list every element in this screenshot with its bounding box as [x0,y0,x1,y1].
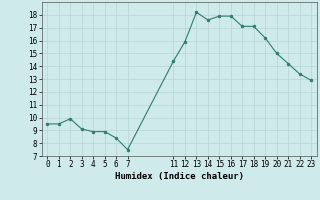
X-axis label: Humidex (Indice chaleur): Humidex (Indice chaleur) [115,172,244,181]
